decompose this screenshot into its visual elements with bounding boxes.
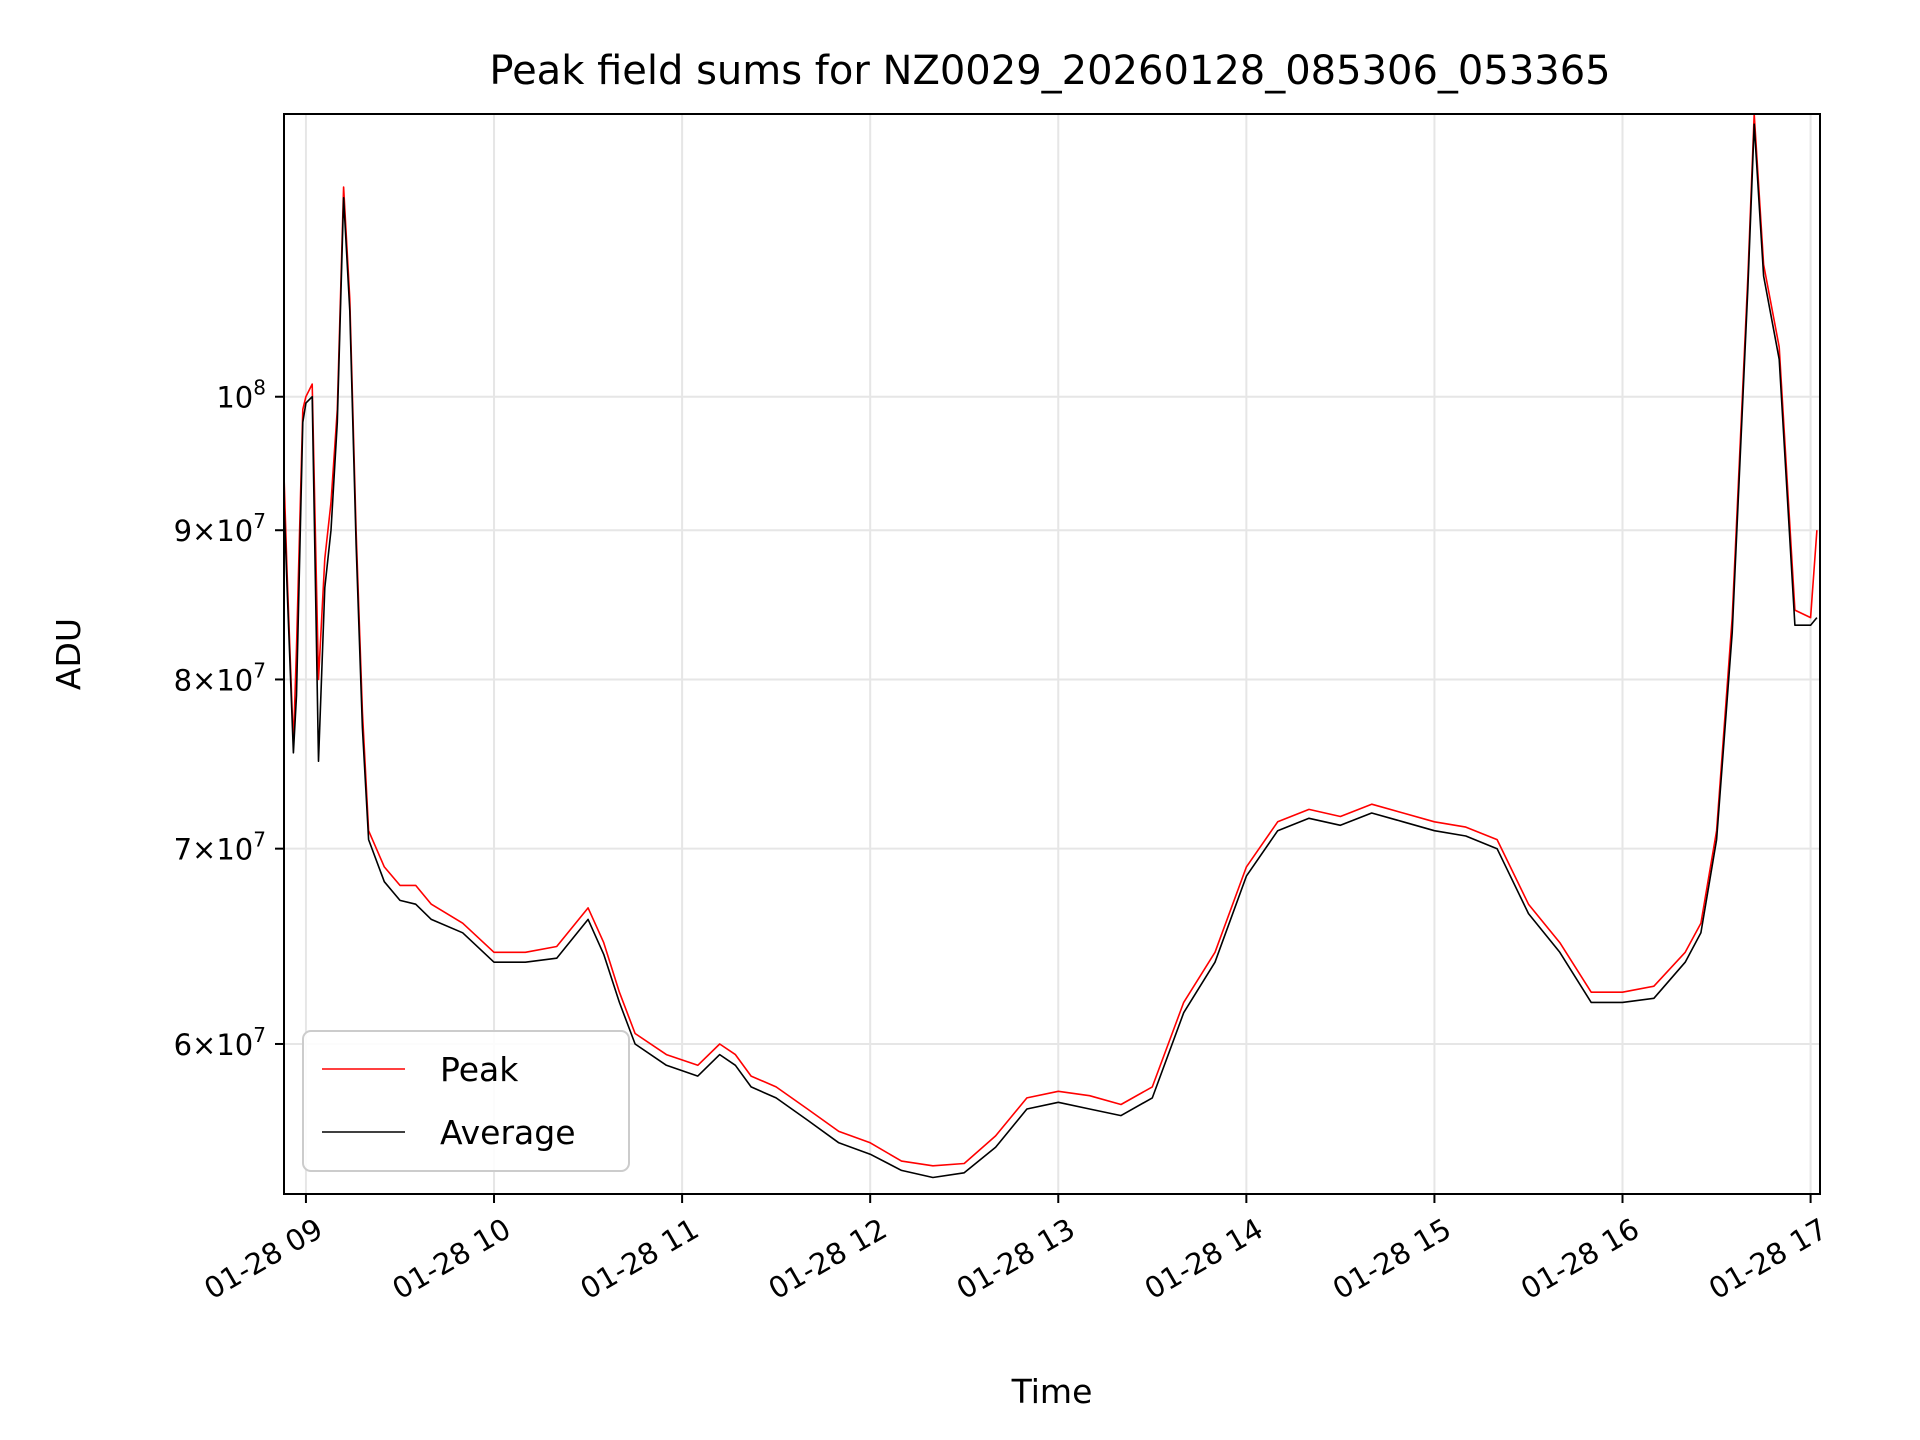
plot-background <box>284 114 1820 1194</box>
legend-label-average: Average <box>440 1113 576 1152</box>
grid <box>284 114 1820 1194</box>
y-axis-label: ADU <box>49 618 88 690</box>
legend-box <box>302 1030 630 1172</box>
y-tick-label: 108 <box>216 376 266 415</box>
chart-title: Peak field sums for NZ0029_20260128_0853… <box>489 48 1610 94</box>
series-lines <box>283 113 1818 1179</box>
y-tick-label: 6×107 <box>174 1023 266 1062</box>
legend: Peak Average <box>302 1030 630 1172</box>
y-tick-label: 9×107 <box>174 509 266 548</box>
y-axis: 6×107 7×107 8×107 9×107 108 <box>174 376 284 1062</box>
x-axis-label: Time <box>1011 1372 1093 1411</box>
legend-label-peak: Peak <box>440 1050 519 1089</box>
plot-frame <box>283 113 1821 1195</box>
plot-area <box>283 113 1821 1195</box>
series-line-average <box>283 123 1818 1179</box>
y-tick-label: 7×107 <box>174 828 266 867</box>
y-tick-label: 8×107 <box>174 658 266 697</box>
